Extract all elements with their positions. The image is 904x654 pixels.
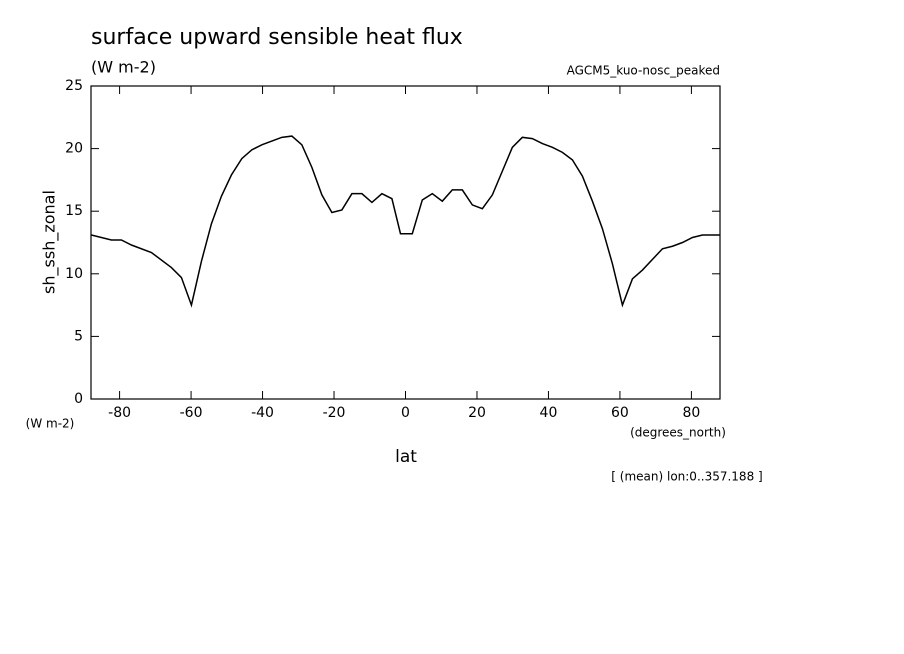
dataset-label: AGCM5_kuo-nosc_peaked	[567, 64, 720, 78]
x-tick-label: -80	[108, 405, 131, 421]
y-axis-units: (W m-2)	[26, 417, 75, 431]
chart-subtitle: (W m-2)	[91, 58, 156, 77]
note: [ (mean) lon:0..357.188 ]	[611, 470, 762, 484]
x-tick-label: -40	[251, 405, 274, 421]
x-tick-label: 40	[540, 405, 558, 421]
y-tick-label: 15	[65, 203, 83, 219]
y-tick-label: 25	[65, 78, 83, 94]
data-line	[91, 135, 720, 308]
chart-title: surface upward sensible heat flux	[91, 25, 463, 50]
plot-frame	[90, 85, 721, 400]
y-tick-label: 10	[65, 266, 83, 282]
y-axis-label: sh_ssh_zonal	[40, 190, 60, 294]
x-tick-label: 0	[401, 405, 410, 421]
x-axis-units: (degrees_north)	[630, 426, 726, 440]
x-tick-label: -60	[180, 405, 203, 421]
x-tick-label: 80	[682, 405, 700, 421]
x-axis-label: lat	[395, 447, 417, 467]
y-tick-label: 20	[65, 141, 83, 157]
x-tick-label: 60	[611, 405, 629, 421]
x-tick-label: 20	[468, 405, 486, 421]
y-tick-label: 0	[74, 391, 83, 407]
y-tick-label: 5	[74, 328, 83, 344]
x-tick-label: -20	[323, 405, 346, 421]
